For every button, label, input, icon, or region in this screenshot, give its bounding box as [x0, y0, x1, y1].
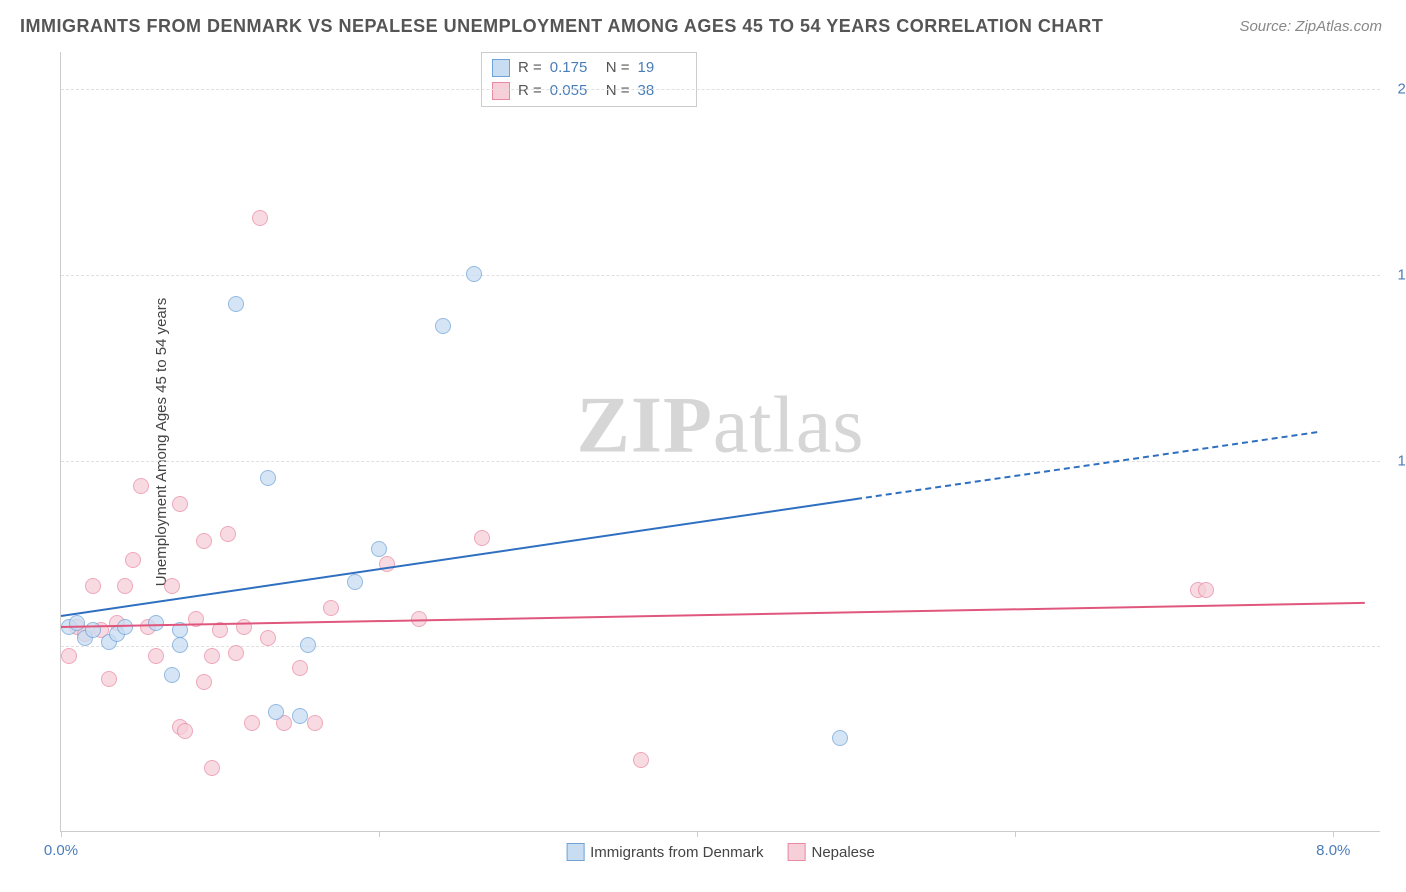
- scatter-point: [172, 637, 188, 653]
- scatter-point: [164, 667, 180, 683]
- scatter-point: [172, 496, 188, 512]
- legend-swatch: [566, 843, 584, 861]
- x-tick-label: 0.0%: [44, 842, 78, 859]
- x-tick-label: 8.0%: [1316, 842, 1350, 859]
- plot-area: Unemployment Among Ages 45 to 54 years Z…: [60, 52, 1380, 832]
- gridline: [61, 646, 1380, 647]
- scatter-point: [260, 630, 276, 646]
- scatter-point: [204, 648, 220, 664]
- legend-label: Nepalese: [811, 844, 874, 861]
- scatter-point: [177, 723, 193, 739]
- gridline: [61, 89, 1380, 90]
- x-tick: [379, 831, 380, 837]
- stats-legend-box: R = 0.175 N = 19 R = 0.055 N = 38: [481, 52, 697, 107]
- stat-r-label: R =: [518, 80, 542, 103]
- scatter-point: [260, 470, 276, 486]
- stats-row: R = 0.055 N = 38: [492, 80, 686, 103]
- watermark: ZIPatlas: [577, 380, 865, 471]
- scatter-point: [292, 708, 308, 724]
- scatter-point: [832, 730, 848, 746]
- scatter-point: [371, 541, 387, 557]
- scatter-point: [633, 752, 649, 768]
- bottom-legend: Immigrants from Denmark Nepalese: [566, 843, 875, 861]
- trend-line: [61, 498, 856, 617]
- scatter-point: [252, 210, 268, 226]
- legend-label: Immigrants from Denmark: [590, 844, 763, 861]
- scatter-point: [228, 296, 244, 312]
- scatter-point: [323, 600, 339, 616]
- x-tick: [697, 831, 698, 837]
- legend-item: Nepalese: [787, 843, 874, 861]
- y-tick-label: 10.0%: [1397, 452, 1406, 469]
- stat-r-value: 0.055: [550, 80, 598, 103]
- scatter-point: [196, 674, 212, 690]
- y-tick-label: 15.0%: [1397, 266, 1406, 283]
- x-tick: [61, 831, 62, 837]
- scatter-point: [307, 715, 323, 731]
- scatter-point: [1198, 582, 1214, 598]
- legend-swatch: [492, 82, 510, 100]
- chart-title: IMMIGRANTS FROM DENMARK VS NEPALESE UNEM…: [20, 16, 1103, 37]
- scatter-point: [204, 760, 220, 776]
- scatter-point: [292, 660, 308, 676]
- x-tick: [1333, 831, 1334, 837]
- source-attribution: Source: ZipAtlas.com: [1239, 18, 1382, 35]
- scatter-point: [125, 552, 141, 568]
- stat-r-label: R =: [518, 57, 542, 80]
- stats-row: R = 0.175 N = 19: [492, 57, 686, 80]
- gridline: [61, 461, 1380, 462]
- stat-n-value: 38: [638, 80, 686, 103]
- scatter-point: [164, 578, 180, 594]
- scatter-point: [268, 704, 284, 720]
- scatter-point: [148, 615, 164, 631]
- y-tick-label: 20.0%: [1397, 81, 1406, 98]
- scatter-point: [101, 671, 117, 687]
- scatter-point: [228, 645, 244, 661]
- legend-item: Immigrants from Denmark: [566, 843, 763, 861]
- stat-n-value: 19: [638, 57, 686, 80]
- stat-n-label: N =: [606, 57, 630, 80]
- trend-line-extrapolated: [856, 431, 1317, 500]
- gridline: [61, 275, 1380, 276]
- scatter-point: [466, 266, 482, 282]
- scatter-point: [300, 637, 316, 653]
- x-tick: [1015, 831, 1016, 837]
- scatter-point: [196, 533, 212, 549]
- scatter-point: [435, 318, 451, 334]
- legend-swatch: [787, 843, 805, 861]
- scatter-point: [85, 578, 101, 594]
- scatter-point: [61, 648, 77, 664]
- y-axis-label: Unemployment Among Ages 45 to 54 years: [153, 297, 170, 586]
- scatter-point: [69, 615, 85, 631]
- scatter-point: [244, 715, 260, 731]
- scatter-point: [148, 648, 164, 664]
- scatter-point: [220, 526, 236, 542]
- legend-swatch: [492, 59, 510, 77]
- scatter-point: [133, 478, 149, 494]
- scatter-point: [236, 619, 252, 635]
- scatter-point: [474, 530, 490, 546]
- scatter-point: [117, 578, 133, 594]
- stat-r-value: 0.175: [550, 57, 598, 80]
- trend-line: [61, 602, 1365, 628]
- scatter-point: [347, 574, 363, 590]
- stat-n-label: N =: [606, 80, 630, 103]
